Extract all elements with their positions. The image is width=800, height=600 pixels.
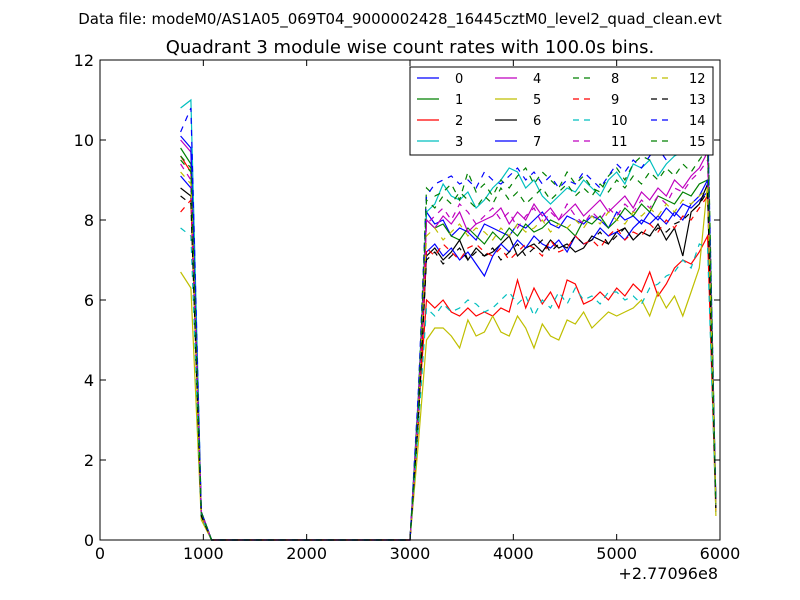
series-line-10 (180, 227, 717, 541)
legend-label-14: 14 (689, 114, 706, 129)
legend-label-1: 1 (455, 93, 463, 108)
y-tick-label: 12 (74, 51, 94, 70)
legend-label-15: 15 (689, 135, 706, 150)
x-axis: 0 1000 2000 3000 4000 5000 6000 (95, 60, 740, 563)
legend-label-0: 0 (455, 72, 463, 87)
series-line-13 (180, 190, 717, 541)
chart-suptitle: Data file: modeM0/AS1A05_069T04_90000024… (78, 10, 722, 29)
chart-title: Quadrant 3 module wise count rates with … (166, 37, 655, 58)
legend-label-13: 13 (689, 93, 706, 108)
x-tick-label: 5000 (596, 544, 637, 563)
legend-label-4: 4 (533, 72, 541, 87)
legend-frame (409, 66, 714, 156)
series-line-11 (180, 158, 717, 541)
legend-label-10: 10 (611, 114, 628, 129)
x-tick-label: 6000 (700, 544, 741, 563)
series-group (180, 98, 717, 541)
x-tick-label: 4000 (493, 544, 534, 563)
y-tick-label: 10 (74, 131, 94, 150)
legend-label-6: 6 (533, 114, 541, 129)
y-tick-label: 2 (84, 451, 94, 470)
x-tick-label: 2000 (286, 544, 327, 563)
legend-label-7: 7 (533, 135, 541, 150)
legend-label-11: 11 (611, 135, 628, 150)
legend-label-2: 2 (455, 114, 463, 129)
legend-label-3: 3 (455, 135, 463, 150)
series-line-15 (180, 146, 717, 541)
legend-label-12: 12 (689, 72, 706, 87)
series-line-5 (180, 183, 717, 541)
legend-label-9: 9 (611, 93, 619, 108)
y-tick-label: 4 (84, 371, 94, 390)
legend-label-5: 5 (533, 93, 541, 108)
y-tick-label: 6 (84, 291, 94, 310)
x-tick-label: 1000 (183, 544, 224, 563)
x-tick-label: 3000 (390, 544, 431, 563)
x-offset-label: +2.77096e8 (618, 564, 718, 583)
y-tick-label: 0 (84, 531, 94, 550)
x-tick-label: 0 (95, 544, 105, 563)
y-tick-label: 8 (84, 211, 94, 230)
legend-label-8: 8 (611, 72, 619, 87)
